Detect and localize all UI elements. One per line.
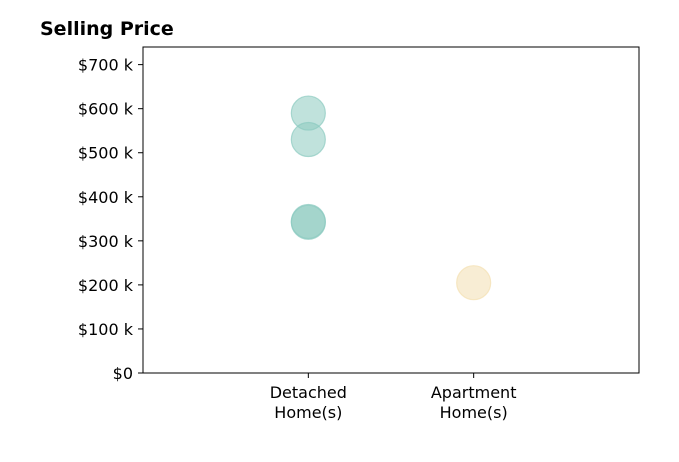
plot-frame <box>142 46 640 374</box>
y-tick-label: $700 k <box>78 56 134 75</box>
y-tick-label: $100 k <box>78 320 134 339</box>
y-tick-label: $500 k <box>78 144 134 163</box>
x-tick-label: Apartment Home(s) <box>431 383 517 422</box>
chart-title: Selling Price <box>40 18 174 40</box>
data-point <box>290 204 326 240</box>
y-tick-label: $300 k <box>78 232 134 251</box>
data-point <box>456 265 492 301</box>
data-point <box>290 121 326 158</box>
x-tick-label: Detached Home(s) <box>270 383 347 422</box>
y-tick-label: $400 k <box>78 188 134 207</box>
y-tick-label: $600 k <box>78 100 134 119</box>
y-tick-label: $0 <box>113 364 133 383</box>
plot-area: $0 $100 k $200 k $300 k $400 k $500 k $600 k $7… <box>78 46 640 422</box>
y-tick-label: $200 k <box>78 276 134 295</box>
